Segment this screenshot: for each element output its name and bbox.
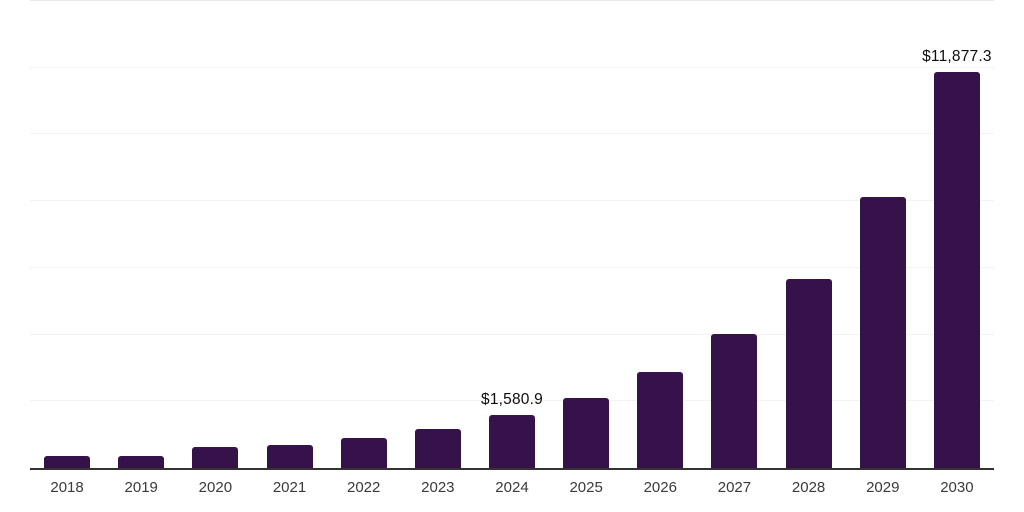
bar-slot-2020 [178, 0, 252, 470]
bar-2030 [933, 71, 980, 468]
x-tick-label-2029: 2029 [866, 479, 900, 496]
bar-slot-2018 [30, 0, 104, 470]
bar-2019 [118, 455, 165, 468]
bar-slot-2025 [549, 0, 623, 470]
horizontal-gridline [30, 200, 994, 202]
bar-2027 [711, 334, 758, 468]
horizontal-gridline [30, 400, 994, 402]
bar-2026 [637, 372, 684, 468]
bar-2024 [488, 415, 535, 468]
x-axis-tick-labels: 2018 2019 2020 2021 2022 2023 2024 2025 2026 2027… [30, 479, 994, 503]
horizontal-gridline [30, 266, 994, 268]
x-tick-label-2018: 2018 [50, 479, 84, 496]
bar-2021 [266, 444, 313, 468]
bar-2029 [859, 196, 906, 468]
x-tick-label-2024: 2024 [495, 479, 529, 496]
x-tick-label-2028: 2028 [791, 479, 826, 496]
bar-2022 [340, 438, 387, 468]
x-tick-label-2030: 2030 [940, 479, 974, 496]
bar-slot-2029 [846, 0, 920, 470]
data-label-2030: $11,877.3 [922, 47, 992, 65]
bar-2023 [414, 429, 461, 468]
x-tick-label-2022: 2022 [346, 479, 381, 496]
x-tick-label-2027: 2027 [717, 479, 752, 496]
bar-slot-2022 [327, 0, 401, 470]
bar-slot-2021 [252, 0, 326, 470]
x-tick-label-2023: 2023 [421, 479, 455, 496]
plot-top-border-gridline [30, 0, 994, 1]
bar-slot-2023 [401, 0, 475, 470]
horizontal-gridline [30, 133, 994, 135]
x-tick-label-2026: 2026 [643, 479, 677, 496]
bar-2025 [563, 397, 610, 468]
bar-2018 [44, 456, 91, 468]
x-tick-label-2020: 2020 [198, 479, 233, 496]
bar-slot-2024: $1,580.9 [475, 0, 549, 470]
data-label-2024: $1,580.9 [481, 391, 543, 409]
bar-slot-2028 [772, 0, 846, 470]
bar-2028 [785, 279, 832, 468]
bar-slot-2019 [104, 0, 178, 470]
x-axis-line [30, 468, 994, 470]
x-tick-label-2019: 2019 [124, 479, 158, 496]
bar-slot-2027 [697, 0, 771, 470]
horizontal-gridline [30, 66, 994, 68]
x-tick-label-2025: 2025 [569, 479, 603, 496]
plot-area: $1,580.9 $11,877.3 [30, 0, 994, 470]
horizontal-gridline [30, 333, 994, 335]
bar-slot-2030: $11,877.3 [920, 0, 994, 470]
bar-slot-2026 [623, 0, 697, 470]
x-tick-label-2021: 2021 [272, 479, 307, 496]
bar-2020 [192, 446, 239, 468]
